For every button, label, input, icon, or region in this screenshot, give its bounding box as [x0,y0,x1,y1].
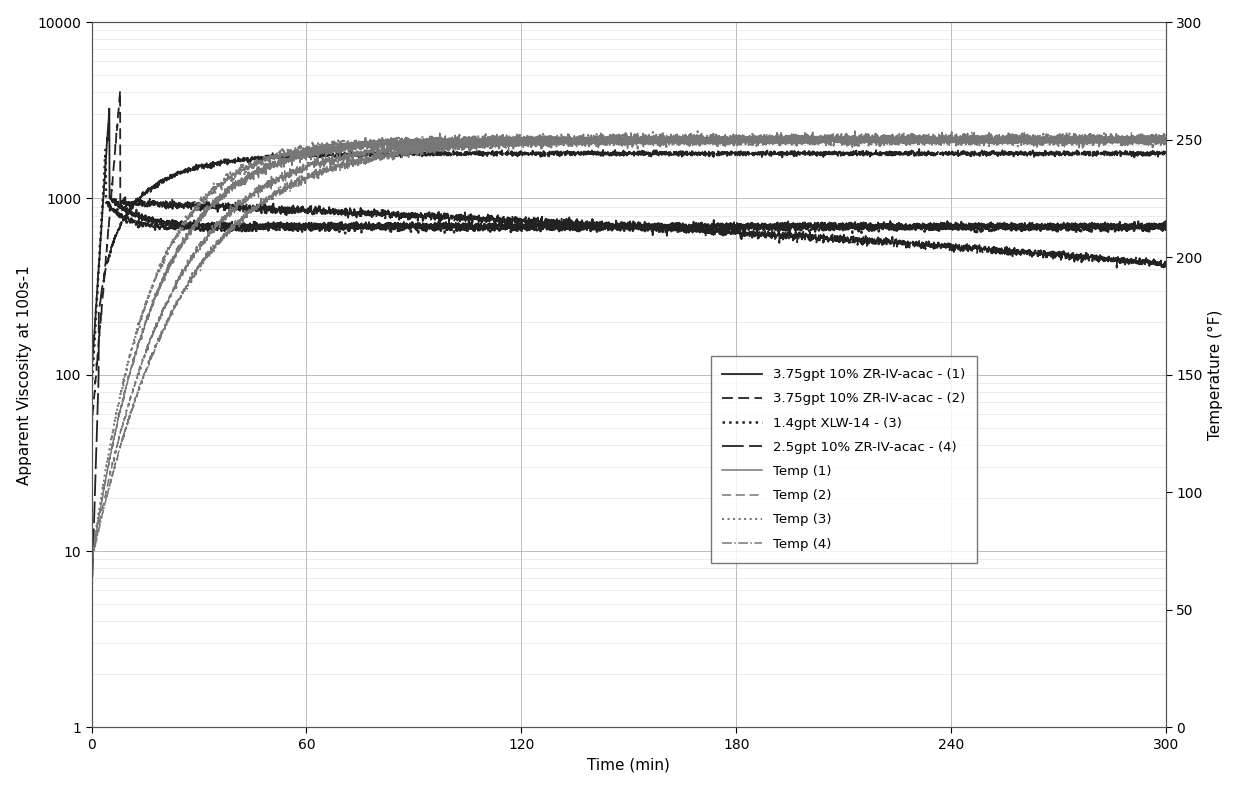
2.5gpt 10% ZR-IV-acac - (4) [728,150,743,159]
1.4gpt XLW-14 - (3) [98,145,113,155]
Temp (4) [967,131,982,140]
Temp (4) [1123,127,1138,136]
3.75gpt 10% ZR-IV-acac - (2) [113,86,128,95]
2.5gpt 10% ZR-IV-acac - (4) [782,150,797,159]
2.5gpt 10% ZR-IV-acac - (4) [279,151,294,160]
3.75gpt 10% ZR-IV-acac - (2) [887,238,901,248]
Temp (3) [1158,136,1173,146]
3.75gpt 10% ZR-IV-acac - (1) [84,369,99,379]
3.75gpt 10% ZR-IV-acac - (2) [1158,258,1173,267]
3.75gpt 10% ZR-IV-acac - (1) [279,218,294,227]
3.75gpt 10% ZR-IV-acac - (2) [279,207,294,216]
Temp (3) [728,133,743,142]
Temp (1) [782,134,797,144]
Line: Temp (1): Temp (1) [92,133,1166,563]
Line: 3.75gpt 10% ZR-IV-acac - (1): 3.75gpt 10% ZR-IV-acac - (1) [92,109,1166,374]
Temp (2) [782,131,797,140]
2.5gpt 10% ZR-IV-acac - (4) [967,148,982,157]
Temp (1) [495,135,510,144]
Temp (2) [728,139,743,148]
2.5gpt 10% ZR-IV-acac - (4) [911,144,926,154]
3.75gpt 10% ZR-IV-acac - (1) [102,104,117,114]
3.75gpt 10% ZR-IV-acac - (1) [782,220,797,230]
1.4gpt XLW-14 - (3) [782,225,797,234]
Temp (2) [495,134,510,144]
2.5gpt 10% ZR-IV-acac - (4) [495,150,510,159]
Y-axis label: Apparent Viscosity at 100s-1: Apparent Viscosity at 100s-1 [16,265,32,484]
Line: 2.5gpt 10% ZR-IV-acac - (4): 2.5gpt 10% ZR-IV-acac - (4) [92,149,1166,604]
Temp (4) [728,136,743,145]
Legend: 3.75gpt 10% ZR-IV-acac - (1), 3.75gpt 10% ZR-IV-acac - (2), 1.4gpt XLW-14 - (3),: 3.75gpt 10% ZR-IV-acac - (1), 3.75gpt 10… [711,357,977,563]
Line: 3.75gpt 10% ZR-IV-acac - (2): 3.75gpt 10% ZR-IV-acac - (2) [92,91,1166,428]
Temp (1) [279,156,294,166]
Y-axis label: Temperature (°F): Temperature (°F) [1208,309,1224,440]
3.75gpt 10% ZR-IV-acac - (2) [84,424,99,433]
3.75gpt 10% ZR-IV-acac - (2) [967,243,982,252]
Temp (2) [84,558,99,567]
2.5gpt 10% ZR-IV-acac - (4) [885,148,900,157]
2.5gpt 10% ZR-IV-acac - (4) [1158,151,1173,160]
1.4gpt XLW-14 - (3) [495,226,510,235]
3.75gpt 10% ZR-IV-acac - (1) [1158,222,1173,232]
Temp (3) [797,126,812,136]
Temp (1) [84,558,99,567]
2.5gpt 10% ZR-IV-acac - (4) [84,600,99,609]
Line: 1.4gpt XLW-14 - (3): 1.4gpt XLW-14 - (3) [92,150,1166,393]
1.4gpt XLW-14 - (3) [1158,223,1173,233]
1.4gpt XLW-14 - (3) [729,225,744,234]
3.75gpt 10% ZR-IV-acac - (1) [729,221,744,230]
Temp (1) [967,136,982,145]
Temp (2) [967,133,982,143]
Temp (4) [1158,134,1173,144]
Line: Temp (2): Temp (2) [92,131,1166,563]
Temp (3) [279,150,294,159]
Line: Temp (3): Temp (3) [92,131,1166,564]
Temp (2) [887,138,901,148]
1.4gpt XLW-14 - (3) [887,223,901,233]
Temp (1) [1158,135,1173,144]
Temp (3) [967,136,982,145]
Temp (4) [495,139,510,148]
Temp (3) [782,134,797,144]
3.75gpt 10% ZR-IV-acac - (2) [782,235,797,245]
X-axis label: Time (min): Time (min) [588,757,670,772]
3.75gpt 10% ZR-IV-acac - (2) [495,212,510,222]
3.75gpt 10% ZR-IV-acac - (1) [967,222,982,232]
Temp (4) [885,130,900,140]
Temp (3) [887,133,901,143]
Temp (1) [887,136,901,146]
Temp (2) [847,126,862,136]
Temp (1) [805,128,820,137]
3.75gpt 10% ZR-IV-acac - (2) [729,224,744,234]
3.75gpt 10% ZR-IV-acac - (1) [887,222,901,232]
Temp (4) [782,133,797,142]
1.4gpt XLW-14 - (3) [279,224,294,234]
1.4gpt XLW-14 - (3) [84,388,99,398]
Temp (3) [84,559,99,569]
Temp (2) [1158,136,1173,145]
Temp (3) [495,133,510,143]
Temp (4) [279,184,294,193]
3.75gpt 10% ZR-IV-acac - (1) [495,218,510,227]
Line: Temp (4): Temp (4) [92,132,1166,563]
Temp (1) [728,135,743,144]
1.4gpt XLW-14 - (3) [967,224,982,234]
Temp (4) [84,558,99,567]
Temp (2) [279,172,294,181]
